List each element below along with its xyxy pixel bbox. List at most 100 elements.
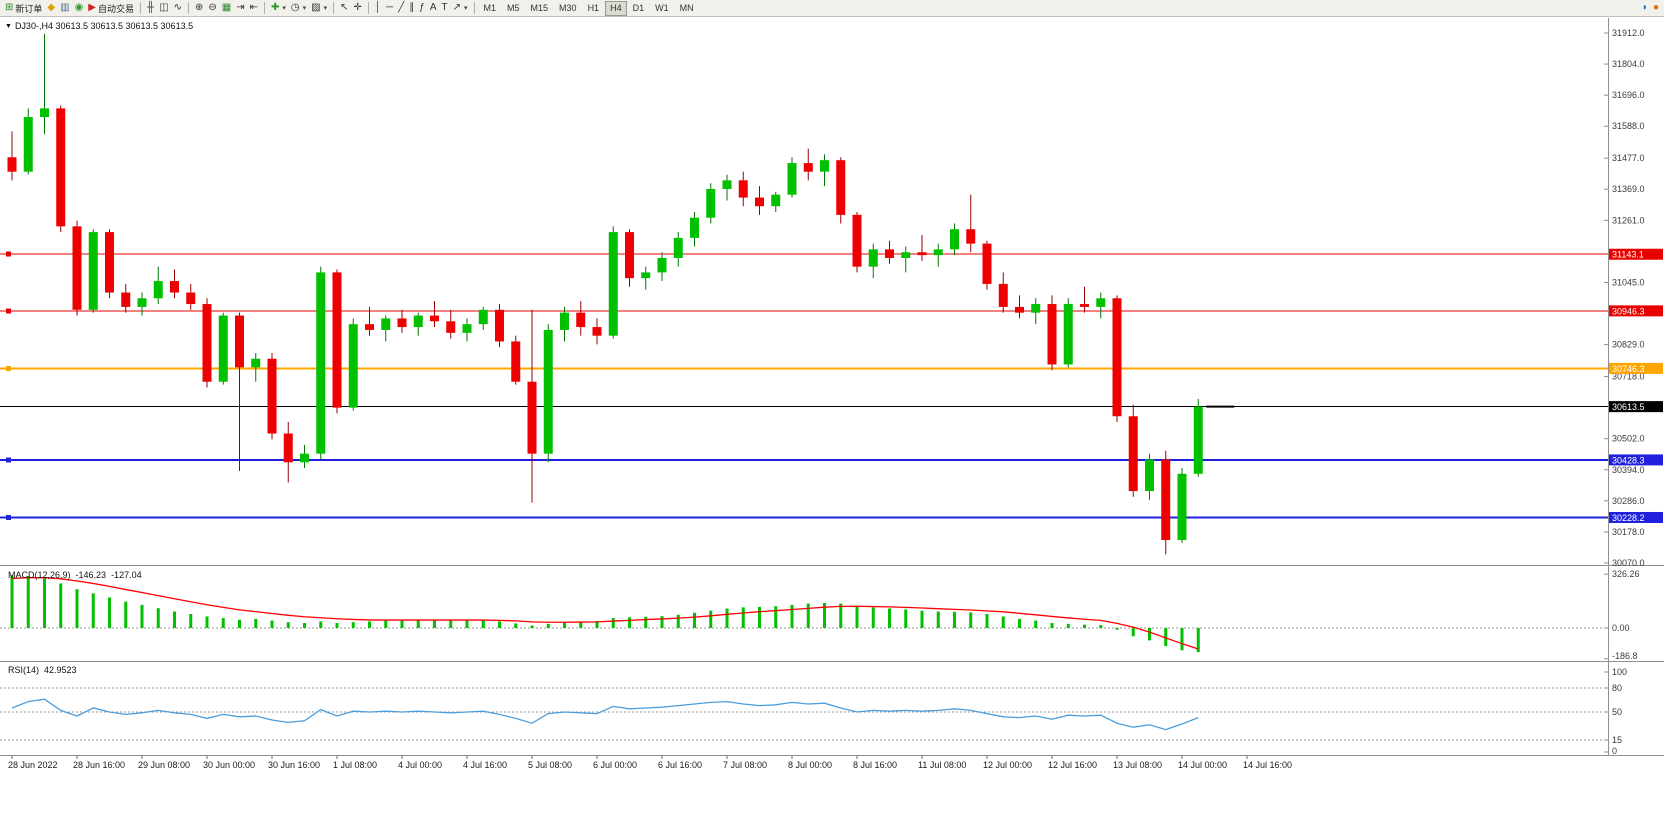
svg-text:30718.0: 30718.0 [1612, 372, 1645, 382]
bar-chart-button[interactable]: ╫ [145, 1, 156, 15]
price-axis[interactable]: 31912.0 31804.0 31696.0 31588.0 31477.0 31369… [1604, 28, 1645, 568]
horizontal-line-button[interactable]: ─ [384, 1, 395, 15]
text-button[interactable]: A [428, 1, 439, 15]
macd-pane: 326.26 0.00 -186.8 [0, 569, 1640, 661]
tile-windows-icon: ▦ [221, 2, 232, 13]
autotrading-button[interactable]: ▶ 自动交易 [86, 1, 136, 15]
svg-text:6 Jul 16:00: 6 Jul 16:00 [658, 760, 702, 770]
svg-text:80: 80 [1612, 683, 1622, 693]
svg-text:31696.0: 31696.0 [1612, 90, 1645, 100]
timeframe-m30-button[interactable]: M30 [559, 2, 577, 13]
signals-button[interactable]: ◉ [73, 1, 86, 15]
toolbar-separator [333, 2, 335, 14]
time-axis[interactable]: 28 Jun 2022 28 Jun 16:00 29 Jun 08:00 30 Ju… [8, 756, 1292, 770]
zoom-out-button[interactable]: ⊖ [206, 1, 218, 15]
timeframe-h4-button[interactable]: H4 [605, 0, 627, 16]
candlestick-chart-icon: ◫ [159, 2, 169, 13]
candlestick-chart-button[interactable]: ◫ [157, 1, 170, 15]
svg-text:30746.3: 30746.3 [1612, 364, 1645, 374]
svg-text:5 Jul 08:00: 5 Jul 08:00 [528, 760, 572, 770]
timeframe-d1-button[interactable]: D1 [632, 2, 645, 13]
svg-text:31369.0: 31369.0 [1612, 184, 1645, 194]
macd-value-signal: -127.04 [111, 570, 142, 580]
auto-scroll-button[interactable]: ⇥ [234, 1, 246, 15]
new-order-icon: ⊞ [5, 2, 14, 13]
svg-text:6 Jul 00:00: 6 Jul 00:00 [593, 760, 637, 770]
cursor-icon: ↖ [340, 2, 349, 13]
dropdown-arrow-icon: ▾ [282, 5, 286, 12]
new-order-button[interactable]: ⊞ 新订单 [3, 1, 44, 15]
zoom-in-icon: ⊕ [194, 2, 204, 13]
svg-text:8 Jul 16:00: 8 Jul 16:00 [853, 760, 897, 770]
arrows-icon: ↗ [452, 2, 461, 13]
chart-shift-button[interactable]: ⇤ [248, 1, 260, 15]
svg-text:4 Jul 16:00: 4 Jul 16:00 [463, 760, 507, 770]
cursor-button[interactable]: ↖ [338, 1, 350, 15]
chart-collapse-triangle-icon[interactable]: ▼ [5, 23, 12, 30]
channel-button[interactable]: ∥ [407, 1, 416, 15]
timeframe-mn-button[interactable]: MN [679, 2, 694, 13]
text-label-button[interactable]: T [439, 1, 449, 15]
svg-text:326.26: 326.26 [1612, 569, 1640, 579]
toolbar-separator [473, 2, 475, 14]
line-chart-button[interactable]: ∿ [172, 1, 184, 15]
chart-canvas[interactable]: 31912.0 31804.0 31696.0 31588.0 31477.0 31369… [0, 18, 1664, 829]
svg-text:31477.0: 31477.0 [1612, 153, 1645, 163]
periods-button[interactable]: ◷ ▾ [289, 1, 308, 15]
chart-window[interactable]: 31912.0 31804.0 31696.0 31588.0 31477.0 31369… [0, 18, 1664, 829]
timeframe-m15-button[interactable]: M15 [530, 2, 549, 13]
candlesticks [7, 33, 1203, 555]
notifications-button[interactable]: ● [1651, 1, 1661, 15]
signals-icon: ◉ [74, 2, 84, 13]
trendline-button[interactable]: ╱ [396, 1, 406, 15]
chart-window-button[interactable]: ▥ [58, 1, 71, 15]
timeframe-m5-button[interactable]: M5 [507, 2, 520, 13]
channel-icon: ∥ [409, 2, 415, 13]
pane-separators[interactable] [0, 18, 1664, 756]
svg-text:31045.0: 31045.0 [1612, 277, 1645, 287]
chart-title-text: DJ30-,H4 30613.5 30613.5 30613.5 30613.5 [14, 21, 194, 31]
toolbar-separator [367, 2, 369, 14]
svg-text:12 Jul 16:00: 12 Jul 16:00 [1048, 760, 1097, 770]
templates-button[interactable]: ▨ ▾ [309, 1, 329, 15]
vertical-line-icon: │ [374, 2, 382, 13]
zoom-in-button[interactable]: ⊕ [193, 1, 205, 15]
svg-text:30 Jun 00:00: 30 Jun 00:00 [203, 760, 255, 770]
svg-text:1 Jul 08:00: 1 Jul 08:00 [333, 760, 377, 770]
indicators-button[interactable]: ✚ ▾ [269, 1, 288, 15]
community-button[interactable]: ◗ [1640, 1, 1650, 15]
macd-indicator-label: MACD(12,26,9) -146.23 -127.04 [8, 570, 142, 580]
svg-text:31588.0: 31588.0 [1612, 121, 1645, 131]
svg-text:30286.0: 30286.0 [1612, 496, 1645, 506]
vertical-line-button[interactable]: │ [373, 1, 383, 15]
metaeditor-button[interactable]: ◆ [45, 1, 57, 15]
rsi-name: RSI(14) [8, 665, 40, 675]
timeframe-m1-button[interactable]: M1 [483, 2, 497, 13]
svg-text:11 Jul 08:00: 11 Jul 08:00 [918, 760, 966, 770]
svg-text:13 Jul 08:00: 13 Jul 08:00 [1113, 760, 1162, 770]
tile-windows-button[interactable]: ▦ [220, 1, 233, 15]
svg-text:100: 100 [1612, 667, 1627, 677]
chart-window-icon: ▥ [60, 2, 70, 13]
dropdown-arrow-icon: ▾ [302, 5, 307, 12]
new-order-button-label: 新订单 [15, 3, 43, 14]
horizontal-level-lines[interactable] [0, 251, 1608, 520]
timeframe-w1-button[interactable]: W1 [655, 2, 669, 13]
svg-text:4 Jul 00:00: 4 Jul 00:00 [398, 760, 442, 770]
svg-text:12 Jul 00:00: 12 Jul 00:00 [983, 760, 1032, 770]
fibonacci-icon: ƒ [419, 2, 425, 13]
crosshair-button[interactable]: ✛ [351, 1, 363, 15]
rsi-value: 42.9523 [44, 665, 77, 675]
indicators-icon: ✚ [270, 2, 280, 13]
svg-text:30 Jun 16:00: 30 Jun 16:00 [268, 760, 320, 770]
chart-shift-icon: ⇤ [249, 2, 258, 13]
dropdown-arrow-icon: ▾ [323, 5, 328, 12]
arrows-button[interactable]: ↗ ▾ [451, 1, 470, 15]
line-chart-icon: ∿ [173, 2, 182, 13]
trendline-icon: ╱ [398, 2, 405, 13]
dropdown-arrow-icon: ▾ [463, 5, 468, 12]
toolbar-separator [140, 2, 142, 14]
timeframe-h1-button[interactable]: H1 [587, 2, 600, 13]
svg-text:31804.0: 31804.0 [1612, 59, 1645, 69]
fibonacci-button[interactable]: ƒ [417, 1, 427, 15]
